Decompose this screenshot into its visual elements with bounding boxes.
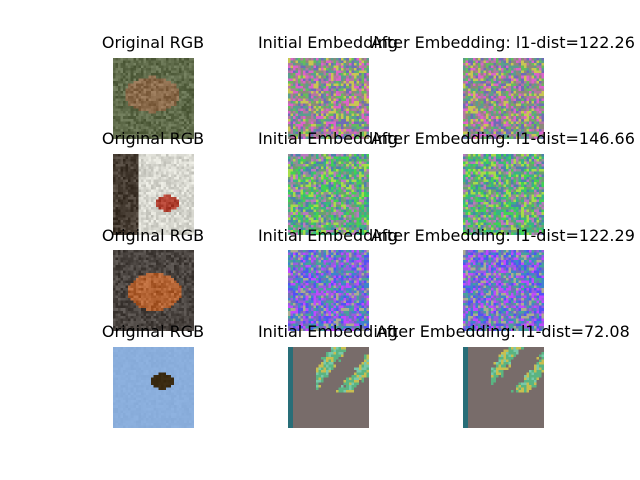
original-rgb-image	[113, 347, 194, 428]
initial-embedding-title: Initial Embedding	[257, 33, 399, 52]
after-embedding-title: After Embedding: l1-dist=122.26	[371, 33, 635, 52]
initial-embedding-image	[288, 154, 369, 235]
initial-embedding-image	[288, 347, 369, 428]
after-embedding-title: After Embedding: l1-dist=72.08	[376, 322, 630, 341]
original-rgb-image	[113, 58, 194, 139]
initial-embedding-title: Initial Embedding	[257, 226, 399, 245]
original-rgb-title: Original RGB	[101, 33, 205, 52]
initial-embedding-title: Initial Embedding	[257, 129, 399, 148]
original-rgb-title: Original RGB	[101, 129, 205, 148]
original-rgb-title: Original RGB	[101, 322, 205, 341]
initial-embedding-image	[288, 250, 369, 331]
after-embedding-title: After Embedding: l1-dist=122.29	[371, 226, 635, 245]
after-embedding-image	[463, 347, 544, 428]
original-rgb-image	[113, 154, 194, 235]
initial-embedding-title: Initial Embedding	[257, 322, 399, 341]
initial-embedding-image	[288, 58, 369, 139]
after-embedding-image	[463, 154, 544, 235]
after-embedding-title: After Embedding: l1-dist=146.66	[371, 129, 635, 148]
after-embedding-image	[463, 58, 544, 139]
original-rgb-image	[113, 250, 194, 331]
after-embedding-image	[463, 250, 544, 331]
original-rgb-title: Original RGB	[101, 226, 205, 245]
